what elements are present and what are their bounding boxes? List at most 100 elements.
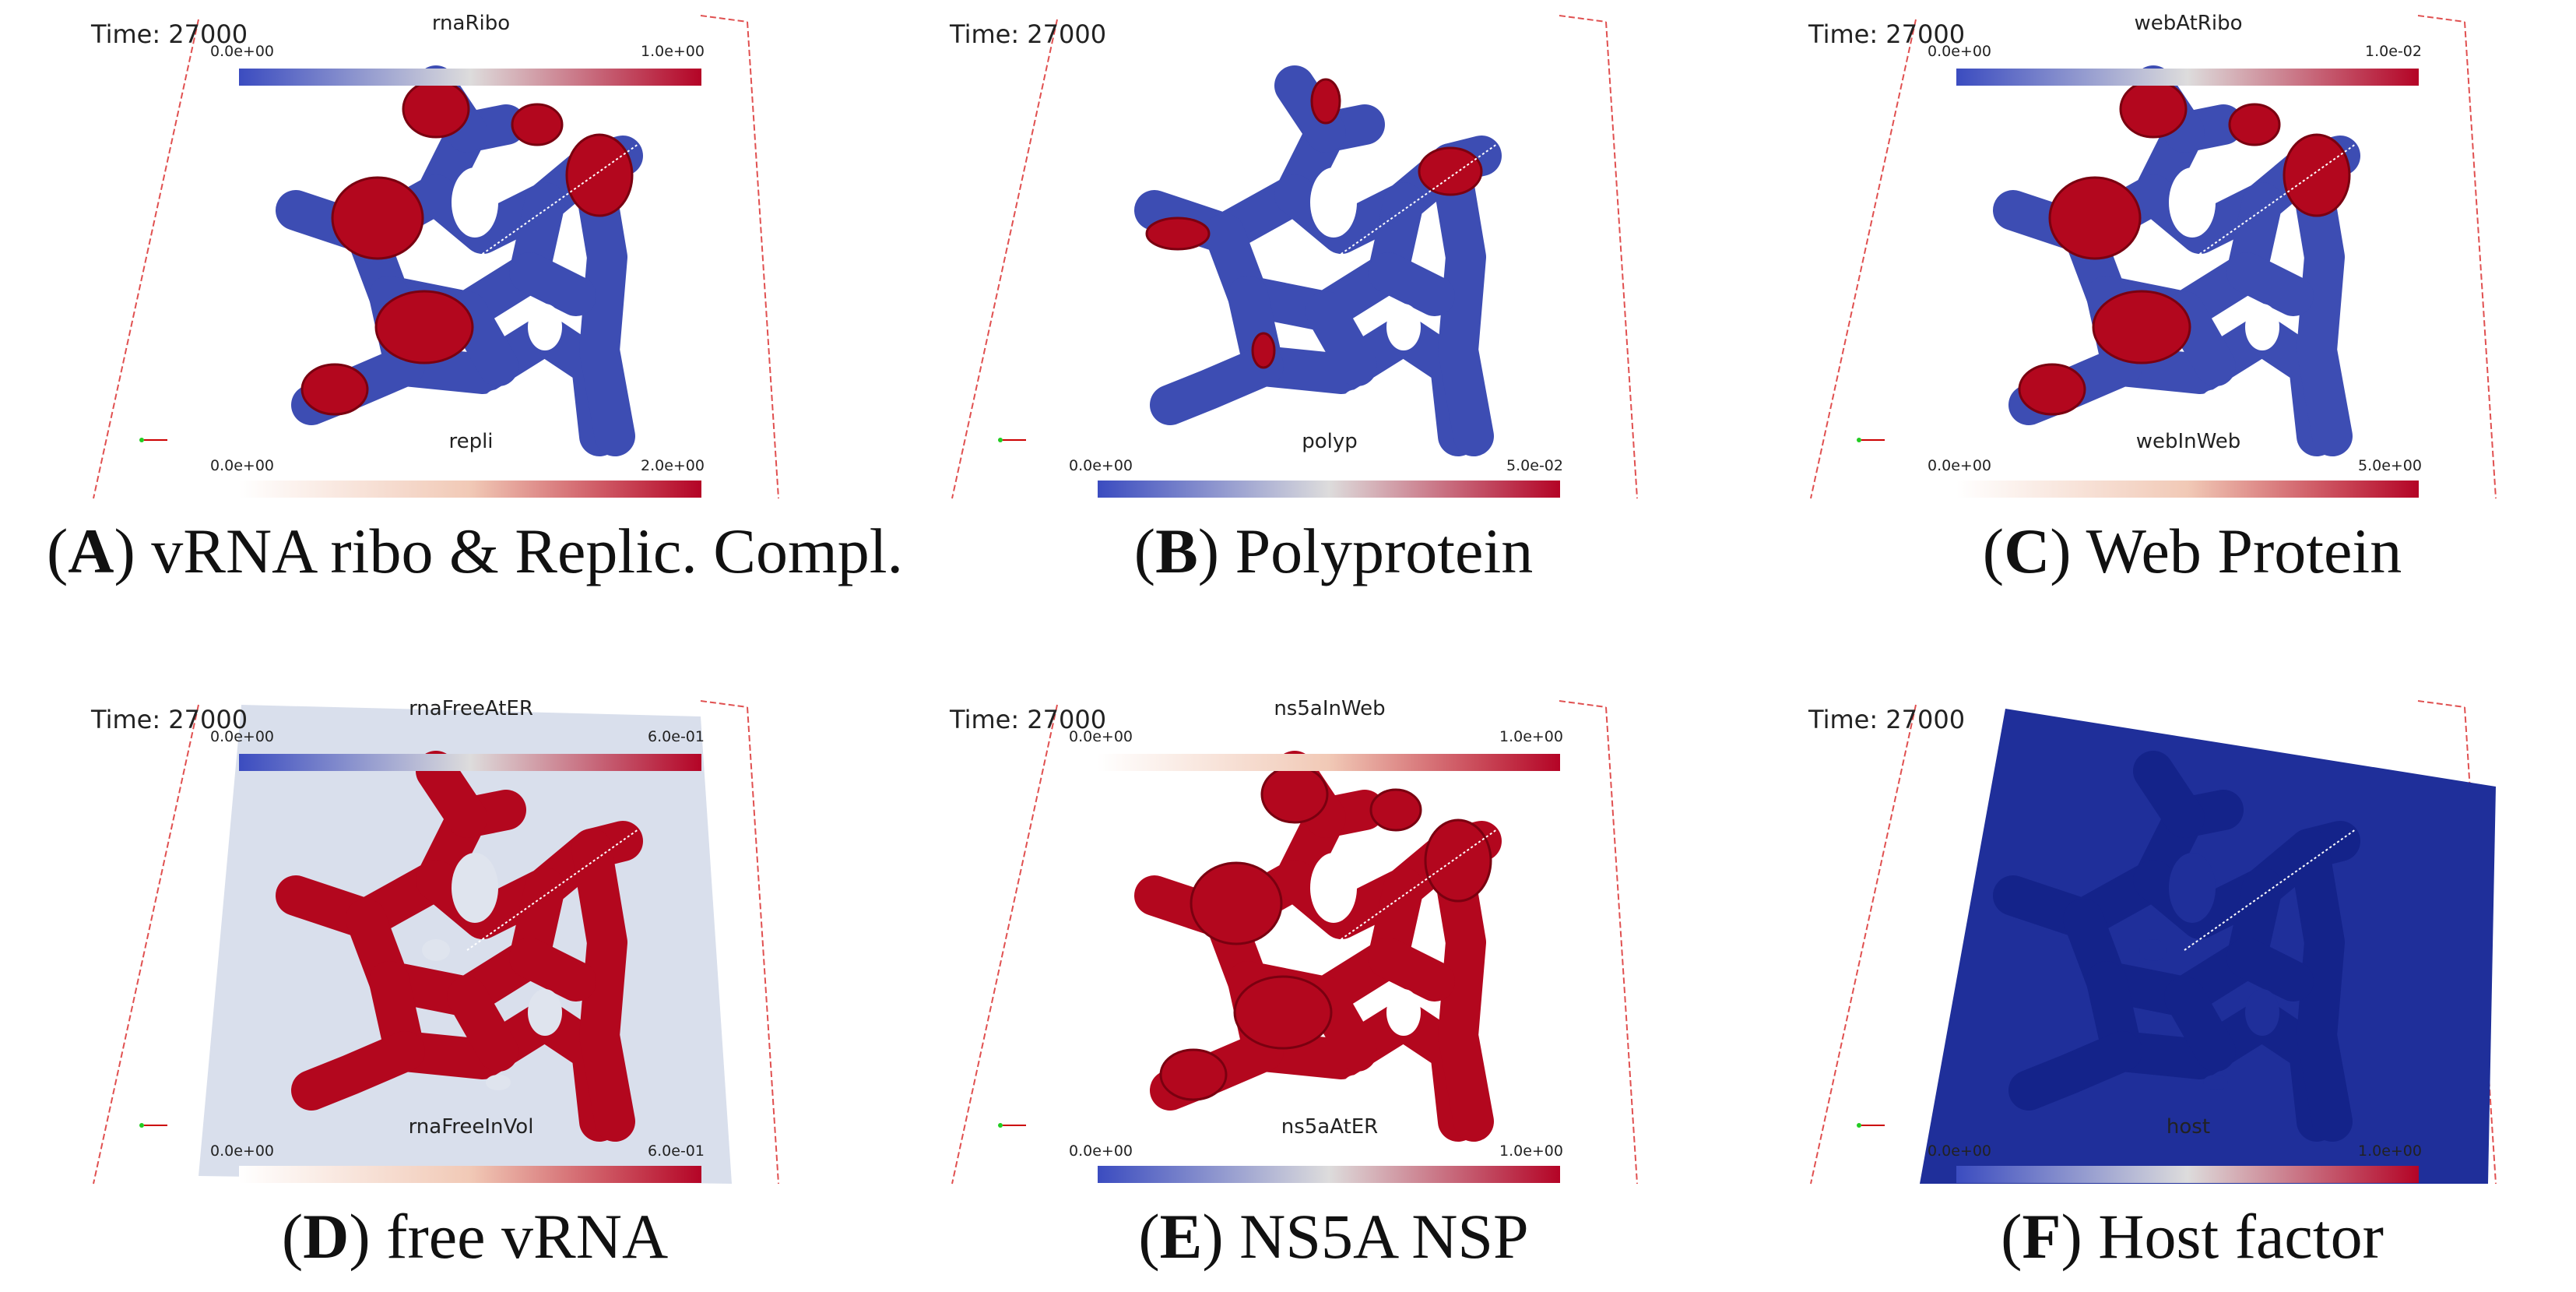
blob: [402, 79, 470, 139]
network-hole: [2203, 1075, 2228, 1090]
caption-part: (: [2001, 1201, 2022, 1272]
axis-glyph: [139, 1123, 144, 1128]
blob: [1369, 788, 1422, 832]
axis-glyph: [1857, 1123, 1861, 1128]
network-hole: [1310, 853, 1357, 923]
network-hole: [422, 254, 450, 276]
probe-line: [466, 143, 639, 266]
axis-glyph: [1857, 438, 1861, 442]
membrane-network: [2164, 977, 2236, 1072]
axis-glyph: [998, 1123, 1003, 1128]
caption-part: (: [47, 516, 68, 586]
colorbar-max: 1.0e+00: [2358, 1142, 2422, 1160]
caption: (B) Polyprotein: [1134, 516, 1533, 586]
caption-part: (: [1134, 516, 1155, 586]
membrane-network: [2289, 829, 2353, 1142]
colorbar: [239, 481, 701, 498]
caption-part: (: [1983, 516, 2004, 586]
frame-line: [1559, 15, 1638, 499]
colorbar: [1956, 481, 2419, 498]
colorbar: [1956, 1166, 2419, 1183]
network-hole: [486, 1075, 511, 1090]
blob: [2048, 176, 2142, 260]
caption: (C) Web Protein: [1983, 516, 2402, 586]
blob: [2228, 103, 2281, 146]
membrane-network: [2008, 1031, 2142, 1111]
blob: [1424, 819, 1492, 903]
caption-part: ) NS5A NSP: [1202, 1201, 1528, 1272]
colorbar-title: webAtRibo: [2135, 12, 2243, 35]
volume: [1920, 709, 2496, 1184]
caption-part: A: [68, 516, 114, 586]
blob: [1251, 332, 1276, 369]
caption-part: C: [2004, 516, 2050, 586]
probe-line: [2184, 829, 2356, 951]
network-hole: [2203, 389, 2228, 405]
frame-line: [93, 704, 199, 1185]
network-hole: [2169, 853, 2216, 923]
membrane-network: [447, 977, 518, 1072]
caption-part: ) Polyprotein: [1198, 516, 1533, 586]
network-hole: [2139, 939, 2167, 961]
blob: [300, 363, 369, 416]
network-hole: [528, 989, 562, 1036]
colorbar-title: polyp: [1302, 430, 1358, 453]
blob: [565, 133, 634, 217]
colorbar-max: 5.0e+00: [2358, 457, 2422, 474]
colorbar: [1098, 754, 1560, 771]
colorbar-max: 1.0e-02: [2365, 43, 2422, 60]
network-hole: [2245, 989, 2279, 1036]
membrane-network: [509, 252, 596, 316]
colorbar-min: 0.0e+00: [210, 728, 274, 745]
frame-line: [951, 704, 1058, 1185]
membrane-network: [1306, 291, 1377, 386]
colorbar-min: 0.0e+00: [1069, 457, 1133, 474]
network-hole: [422, 939, 450, 961]
membrane-network: [1368, 938, 1455, 1002]
colorbar-max: 1.0e+00: [1499, 1142, 1563, 1160]
blob: [331, 176, 424, 260]
network-hole: [1281, 939, 1309, 961]
blob: [1145, 217, 1211, 251]
caption: (A) vRNA ribo & Replic. Compl.: [47, 516, 903, 586]
caption-part: ) free vRNA: [349, 1201, 668, 1272]
time-label: Time: 27000: [1808, 705, 1965, 734]
network-hole: [1386, 989, 1421, 1036]
colorbar-min: 0.0e+00: [1928, 1142, 1991, 1160]
frame-line: [1810, 704, 1917, 1185]
membrane-network: [1150, 346, 1284, 425]
blob: [1418, 146, 1483, 196]
network-hole: [452, 853, 498, 923]
caption-part: ) Host factor: [2061, 1201, 2384, 1272]
frame-line: [700, 15, 779, 499]
network-hole: [1344, 389, 1369, 405]
network-hole: [2245, 304, 2279, 350]
caption: (E) NS5A NSP: [1138, 1201, 1528, 1272]
colorbar: [1956, 69, 2419, 86]
colorbar-min: 0.0e+00: [210, 43, 274, 60]
membrane-network: [2226, 252, 2314, 316]
colorbar-min: 0.0e+00: [1928, 457, 1991, 474]
time-label: Time: 27000: [90, 19, 248, 49]
blob: [1159, 1048, 1228, 1101]
axis-glyph: [998, 438, 1003, 442]
network-hole: [1386, 304, 1421, 350]
caption-part: ) vRNA ribo & Replic. Compl.: [114, 516, 903, 586]
network-hole: [486, 389, 511, 405]
axis-glyph: [139, 438, 144, 442]
frame-line: [2417, 15, 2497, 499]
caption-part: F: [2022, 1201, 2061, 1272]
membrane-network: [1274, 65, 1346, 153]
caption-part: E: [1160, 1201, 1203, 1272]
probe-line: [1325, 829, 1498, 951]
caption: (F) Host factor: [2001, 1201, 2384, 1272]
membrane-network: [509, 938, 596, 1002]
caption-part: B: [1155, 516, 1198, 586]
blob: [2283, 133, 2351, 217]
time-label: Time: 27000: [1808, 19, 1965, 49]
blob: [511, 103, 564, 146]
colorbar-title: rnaFreeAtER: [409, 697, 533, 720]
colorbar-min: 0.0e+00: [1069, 1142, 1133, 1160]
